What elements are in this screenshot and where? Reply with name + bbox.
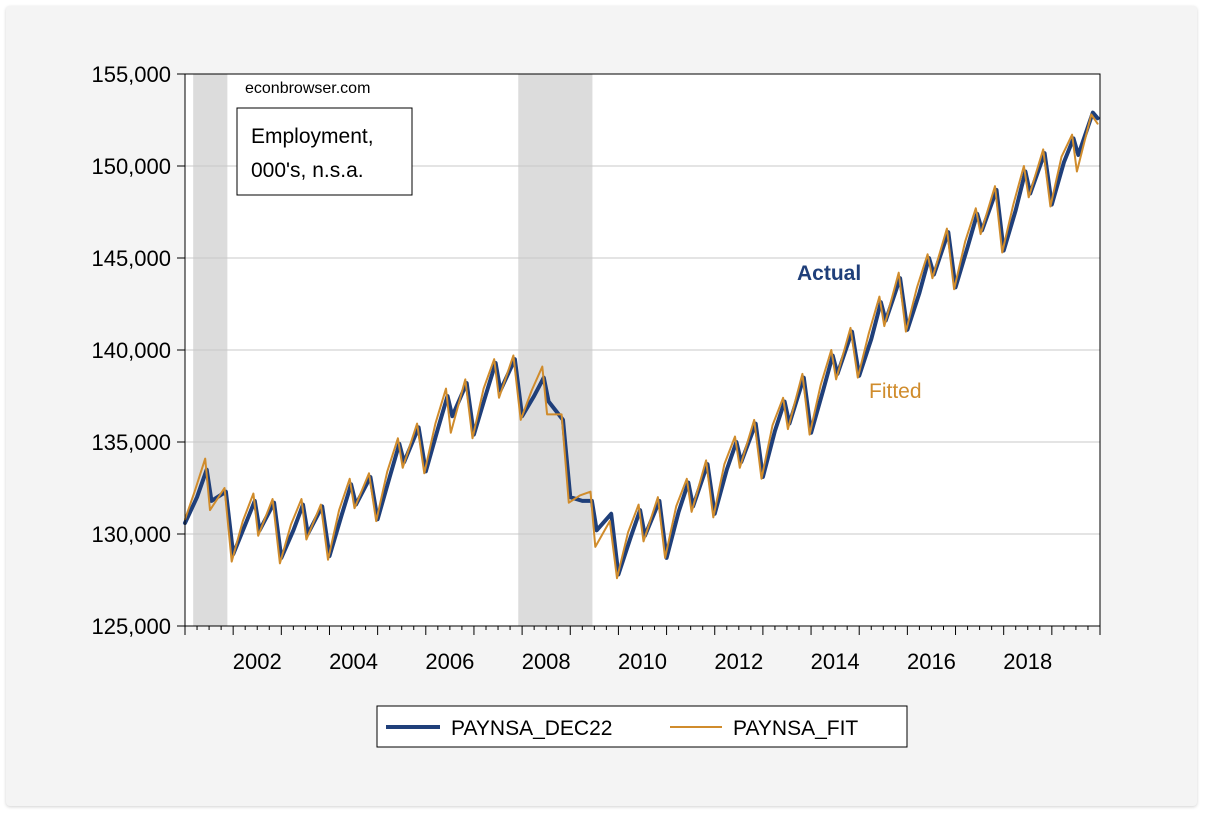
- title-line-2: 000's, n.s.a.: [251, 159, 364, 182]
- legend-box: [376, 705, 908, 748]
- x-tick-label: 2014: [811, 649, 860, 674]
- x-tick-label: 2012: [714, 649, 763, 674]
- x-tick-label: 2006: [425, 649, 474, 674]
- y-tick-label: 125,000: [91, 614, 171, 639]
- y-tick-label: 150,000: [91, 154, 171, 179]
- title-line-1: Employment,: [251, 125, 374, 148]
- y-tick-label: 130,000: [91, 522, 171, 547]
- x-axis: 2002 2004 2006 2008 2010 2012 2014 2016 2018: [184, 626, 1101, 674]
- legend-label-fitted: PAYNSA_FIT: [733, 717, 858, 740]
- x-tick-label: 2010: [618, 649, 667, 674]
- series-line-paynsa-fit: [184, 113, 1099, 580]
- annotation-fitted: Fitted: [869, 380, 922, 403]
- x-tick-label: 2004: [329, 649, 378, 674]
- x-tick-label: 2016: [907, 649, 956, 674]
- x-tick-label: 2018: [1003, 649, 1052, 674]
- y-tick-label: 135,000: [91, 430, 171, 455]
- legend: PAYNSA_DEC22 PAYNSA_FIT: [376, 705, 908, 748]
- title-box: [236, 107, 413, 196]
- series-lines: [183, 110, 1100, 580]
- y-tick-label: 155,000: [91, 62, 171, 87]
- y-axis: 125,000 130,000 135,000 140,000 145,000 150,0…: [91, 62, 185, 639]
- x-tick-label: 2002: [233, 649, 282, 674]
- annotation-actual: Actual: [797, 262, 861, 285]
- y-tick-label: 140,000: [91, 338, 171, 363]
- x-tick-label: 2008: [522, 649, 571, 674]
- watermark: econbrowser.com: [245, 80, 370, 97]
- series-line-paynsa-dec22: [183, 110, 1100, 577]
- y-tick-label: 145,000: [91, 246, 171, 271]
- legend-label-actual: PAYNSA_DEC22: [451, 717, 612, 740]
